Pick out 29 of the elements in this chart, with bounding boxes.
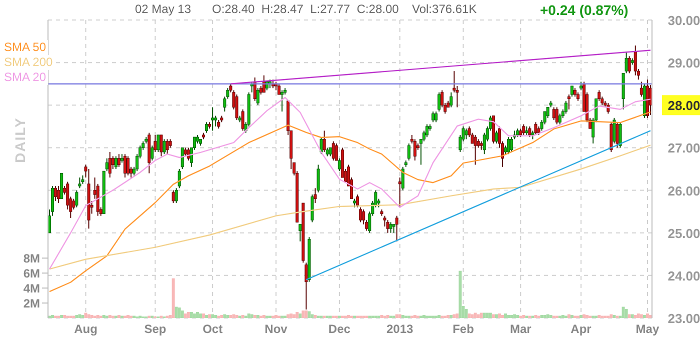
y-tick-label: 24.00 [668,268,700,284]
y-tick-label: 30.00 [668,13,700,28]
text: O:28.40 H:28.47 L:27.77 C:28.00 [212,2,399,16]
text: 02 May 13 [135,2,192,16]
text: Vol:376.61K [412,2,477,16]
y-tick-label: 26.00 [668,183,700,198]
x-tick-label: Oct [202,322,223,336]
y2-tick-label: 6M [23,266,40,280]
x-tick-label: Aug [74,322,98,336]
y-tick-label: 29.00 [668,56,700,71]
text: SMA 20 [2,70,48,85]
y-tick-label: 25.00 [668,226,700,241]
x-tick-label: 2013 [386,322,414,336]
y2-tick-label: 4M [23,281,40,296]
x-tick-label: Feb [452,322,474,336]
y-tick-label: 27.00 [668,140,700,156]
x-tick-label: May [636,322,660,336]
text: SMA 50 [2,40,48,55]
y2-tick-label: 8M [23,251,40,266]
text: SMA 200 [2,55,55,70]
x-tick-label: Apr [570,322,592,336]
x-tick-label: Mar [510,322,532,336]
y-tick-label: 23.00 [668,311,700,326]
text: +0.24 (0.87%) [540,2,628,18]
x-tick-label: Dec [328,322,350,336]
y2-tick-label: 2M [23,296,40,310]
y-tick-label: 28.00 [668,98,700,114]
x-tick-label: Nov [264,322,288,336]
x-tick-label: Sep [144,322,166,336]
